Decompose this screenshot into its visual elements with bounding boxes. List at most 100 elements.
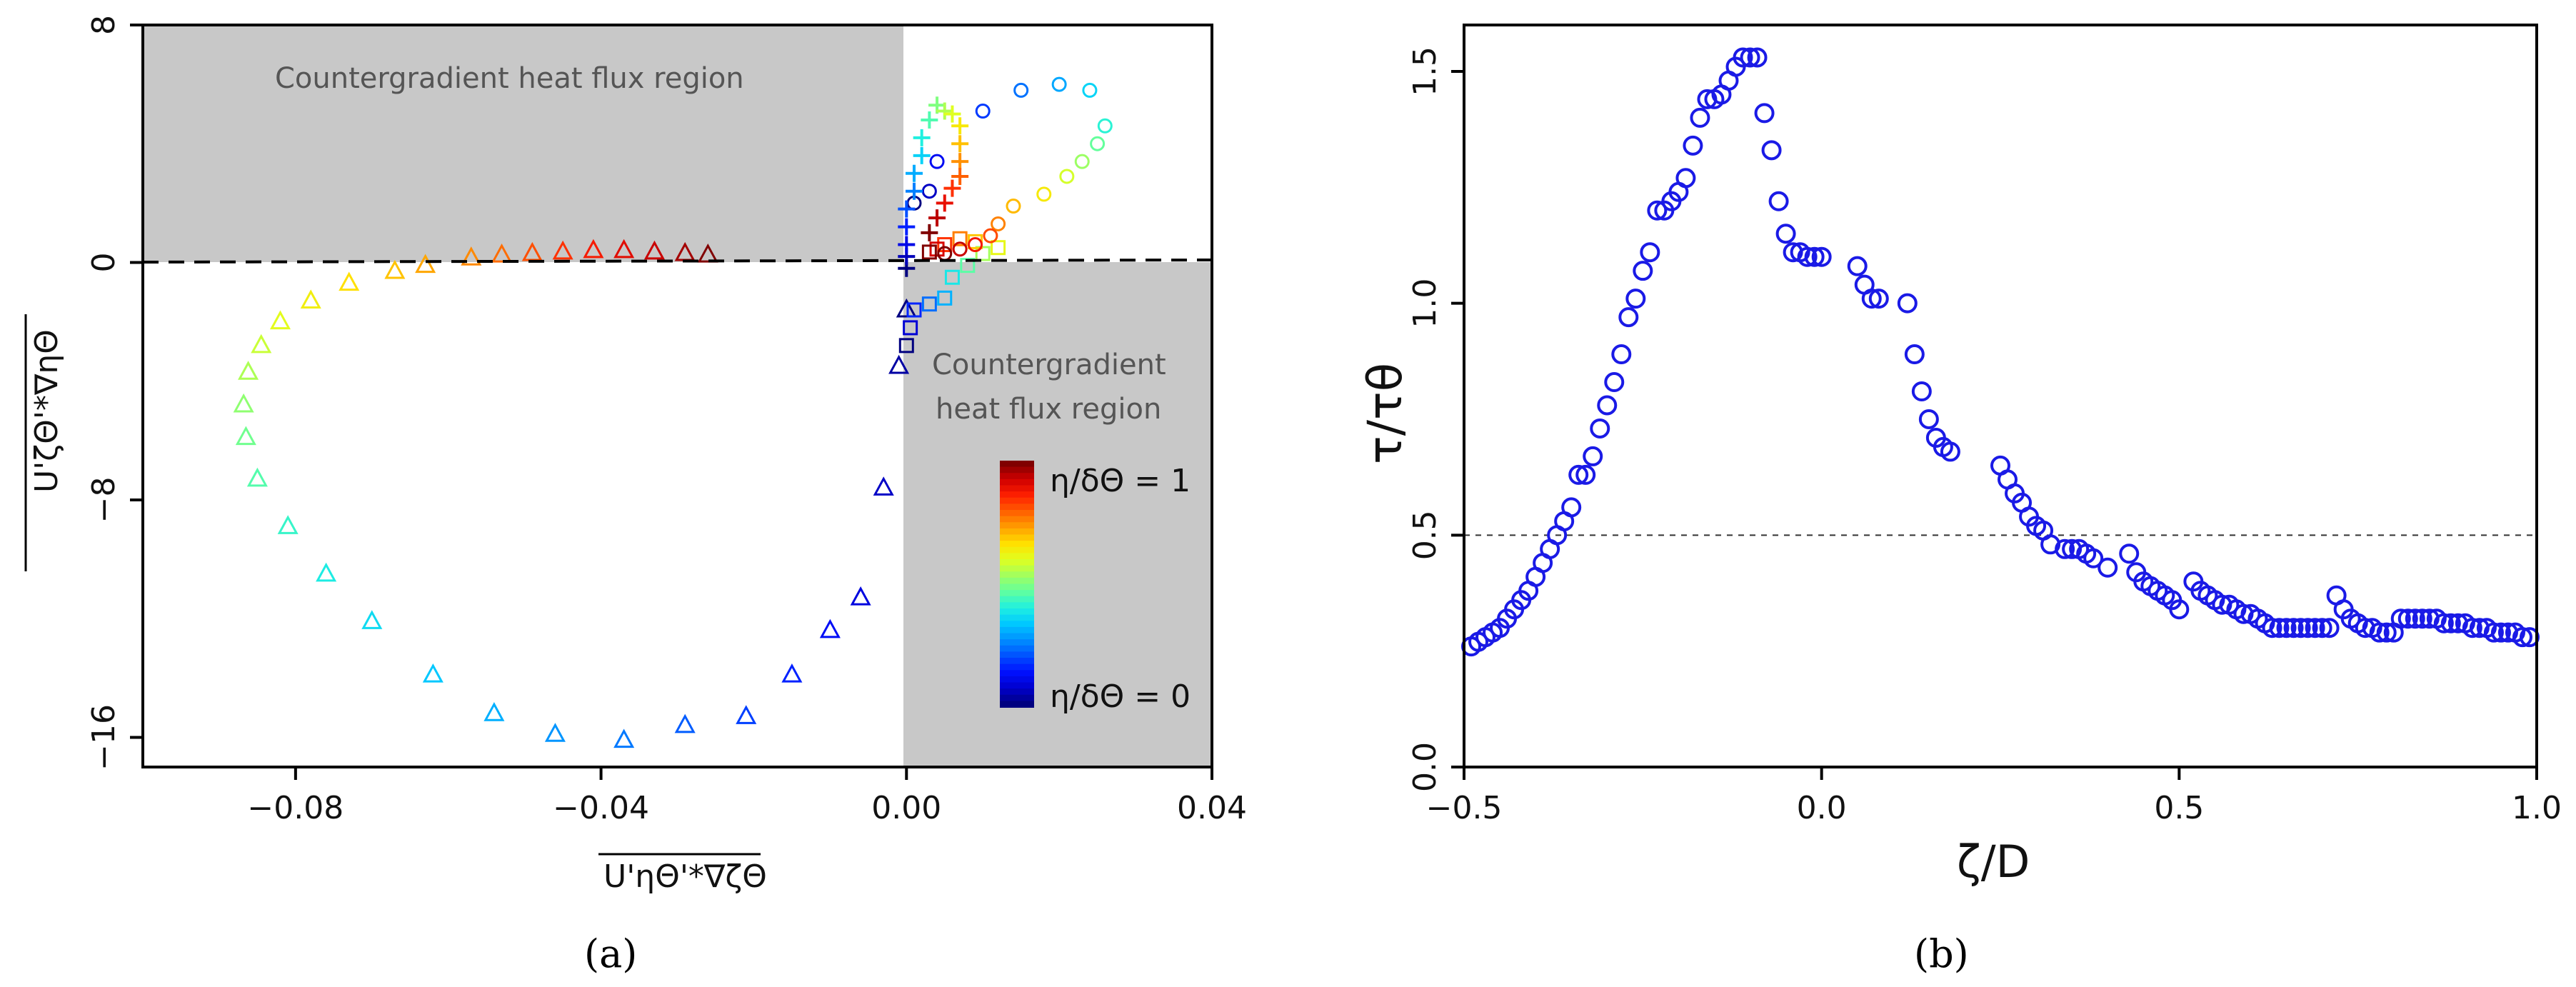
- colorbar-segment: [1000, 701, 1034, 708]
- colorbar-segment: [1000, 694, 1034, 702]
- colorbar-segment: [1000, 571, 1034, 578]
- panel-a-squares-marker: [975, 246, 991, 261]
- panel-a-crosses-marker: [898, 200, 916, 218]
- panel-b-data-point: [2290, 618, 2311, 638]
- colorbar-segment: [1000, 639, 1034, 646]
- panel-a-triangles-marker: [361, 610, 383, 629]
- panel-b-data-point: [2262, 618, 2282, 638]
- panel-a-triangles-marker: [277, 515, 299, 534]
- panel-b-data-point: [1633, 261, 1653, 281]
- panel-b-data-point: [1604, 372, 1625, 393]
- panel-b-data-point: [1583, 446, 1603, 466]
- panel-a-crosses-marker: [951, 153, 969, 171]
- panel-b-data-point: [1690, 107, 1710, 128]
- panel-a-region-label-top: Countergradient heat flux region: [275, 62, 744, 95]
- panel-b-data-point: [1768, 191, 1789, 211]
- panel-b-data-point: [1911, 381, 1932, 402]
- panel-a-colorbar-bottom-label: η/δΘ = 0: [1050, 678, 1191, 715]
- panel-b-data-point: [2055, 538, 2075, 559]
- panel-a-circles-marker: [1051, 76, 1067, 92]
- colorbar-segment: [1000, 626, 1034, 634]
- panel-b-data-point: [2276, 618, 2297, 638]
- panel-a-triangles-marker: [781, 663, 803, 683]
- panel-a-crosses-marker: [898, 218, 916, 236]
- panel-a-triangles-marker: [300, 289, 321, 309]
- panel-a-crosses-marker: [951, 167, 969, 185]
- panel-a-crosses-marker: [936, 194, 953, 212]
- panel-b-data-point: [1747, 47, 1768, 68]
- panel-b-data-point: [1861, 289, 1882, 309]
- panel-a-circles-marker: [975, 104, 991, 119]
- panel-a-squares-marker: [903, 320, 918, 336]
- colorbar-segment: [1000, 461, 1034, 468]
- panel-a-triangles-marker: [613, 239, 635, 259]
- panel-a-triangles-marker: [544, 723, 566, 742]
- panel-a-crosses-marker: [913, 129, 931, 146]
- panel-a-circles-marker: [952, 241, 968, 257]
- panel-b-data-point: [1590, 418, 1610, 439]
- panel-b-data-point: [1761, 140, 1782, 161]
- panel-b-data-point: [1904, 344, 1925, 365]
- panel-a-triangles-marker: [888, 354, 910, 374]
- panel-a-circles-marker: [1082, 82, 1098, 98]
- panel-a-triangles-marker: [491, 243, 513, 263]
- panel-a-crosses-marker: [951, 135, 969, 153]
- colorbar-segment: [1000, 473, 1034, 480]
- panel-a-region-label-bottom-2: heat flux region: [936, 393, 1161, 426]
- panel-a-circles-marker: [1074, 154, 1090, 169]
- panel-b-data-point: [1618, 307, 1639, 328]
- colorbar-segment: [1000, 497, 1034, 505]
- panel-b-x-tick-label: 1.0: [2512, 790, 2562, 826]
- colorbar-segment: [1000, 602, 1034, 609]
- panel-b-data-point: [1775, 224, 1796, 244]
- panel-a-x-tick-label: −0.04: [553, 790, 649, 826]
- panel-a-crosses-marker: [951, 117, 969, 135]
- panel-a-x-tick-label: 0.00: [871, 790, 941, 826]
- panel-a-triangles-marker: [339, 271, 360, 291]
- panel-b-y-tick-label: 0.5: [1407, 510, 1443, 560]
- colorbar-segment: [1000, 485, 1034, 493]
- panel-a-triangles-marker: [461, 246, 482, 266]
- panel-b-data-point: [2390, 608, 2411, 629]
- panel-a-squares-marker: [921, 296, 937, 312]
- panel-b-data-point: [2319, 618, 2340, 638]
- panel-a-crosses-marker: [905, 182, 923, 200]
- panel-a-circles-marker: [937, 246, 953, 261]
- panel-b-data-point: [2305, 618, 2325, 638]
- panel-b-data-point: [1847, 256, 1868, 276]
- panel-a-crosses-marker: [928, 209, 946, 227]
- panel-a-circles-marker: [1036, 186, 1052, 202]
- panel-b-data-point: [2312, 618, 2332, 638]
- panel-a-triangles-marker: [697, 243, 718, 263]
- panel-b-data-point: [1754, 103, 1775, 124]
- colorbar-segment: [1000, 676, 1034, 683]
- panel-b-data-point: [2376, 622, 2397, 643]
- panel-b-data-point: [2483, 622, 2504, 643]
- panel-a-squares-marker: [929, 241, 945, 257]
- panel-a-triangles-marker: [251, 334, 272, 354]
- panel-a-y-tick-label: 0: [86, 252, 122, 272]
- colorbar-segment: [1000, 651, 1034, 658]
- panel-a-triangles-marker: [238, 361, 259, 380]
- panel-a-triangles-marker: [674, 713, 696, 733]
- panel-a-chart: Countergradient heat flux region Counter…: [24, 15, 1247, 976]
- panel-b-data-point: [1918, 409, 1939, 429]
- panel-b-y-axis-label: τ/τθ: [1358, 363, 1413, 464]
- panel-a-triangles-marker: [233, 393, 254, 413]
- panel-a-triangles-marker: [246, 467, 268, 487]
- panel-b-y-tick-label: 1.5: [1407, 46, 1443, 96]
- panel-a-x-tick-label: −0.08: [247, 790, 344, 826]
- panel-a-squares-marker: [937, 290, 953, 306]
- panel-b-x-tick-label: 0.0: [1797, 790, 1847, 826]
- panel-a-y-tick-label: −8: [86, 477, 122, 523]
- panel-a-colorbar-top-label: η/δΘ = 1: [1050, 463, 1191, 499]
- colorbar-segment: [1000, 510, 1034, 517]
- panel-a-crosses-marker: [921, 111, 938, 129]
- panel-b-data-point: [1640, 242, 1660, 263]
- panel-a-x-tick-label: 0.04: [1177, 790, 1247, 826]
- colorbar-segment: [1000, 491, 1034, 498]
- panel-b-data-point: [2169, 599, 2190, 620]
- panel-a-caption: (a): [584, 931, 637, 976]
- panel-a-plot-frame: [141, 24, 1213, 768]
